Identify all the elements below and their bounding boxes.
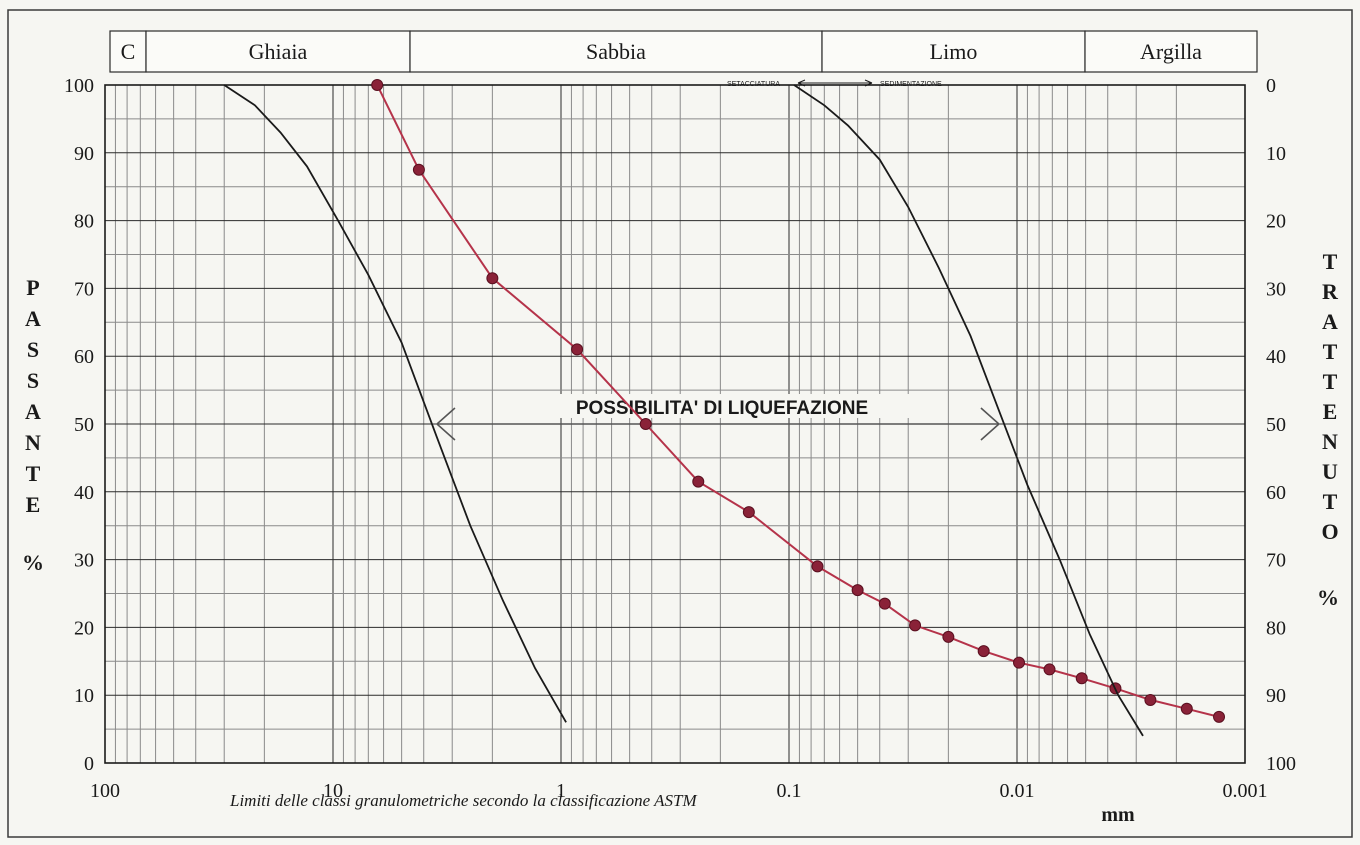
data-point (412, 163, 425, 176)
x-tick-label: 0.001 (1223, 780, 1268, 802)
header-class-label: Ghiaia (249, 39, 308, 64)
y-tick-label: 30 (74, 550, 94, 572)
y-tick-label: 90 (74, 143, 94, 165)
liquefaction-limit-curve (223, 84, 567, 723)
header-class-box (1084, 30, 1258, 73)
data-point (1144, 693, 1157, 706)
y-tick-label: 0 (84, 753, 94, 775)
zone-arrow-left-head (435, 407, 456, 441)
y2-tick-label: 70 (1266, 550, 1286, 572)
data-point (942, 630, 955, 643)
right-axis-letter: N (1322, 429, 1338, 454)
right-axis-letter: T (1323, 489, 1338, 514)
sieve-arrow-heads (797, 79, 873, 87)
right-axis-letter: E (1323, 399, 1338, 424)
right-axis-letter: A (1322, 309, 1338, 334)
data-point (1180, 702, 1193, 715)
x-tick-label: 1 (556, 780, 566, 802)
right-axis-letter: T (1323, 249, 1338, 274)
data-point (571, 343, 584, 356)
y-tick-label: 20 (74, 617, 94, 639)
x-tick-label: 0.01 (1000, 780, 1035, 802)
y2-tick-label: 50 (1266, 414, 1286, 436)
x-tick-label: 100 (90, 780, 120, 802)
caption: Limiti delle classi granulometriche seco… (229, 791, 698, 810)
data-point (1075, 672, 1088, 685)
y-tick-label: 100 (64, 75, 94, 97)
data-point (811, 560, 824, 573)
y2-tick-label: 30 (1266, 278, 1286, 300)
y-tick-label: 50 (74, 414, 94, 436)
y-tick-label: 60 (74, 346, 94, 368)
data-point (1213, 710, 1226, 723)
right-axis-letter: O (1321, 519, 1338, 544)
y-tick-label: 80 (74, 211, 94, 233)
y2-tick-label: 40 (1266, 346, 1286, 368)
right-axis-letter: T (1323, 369, 1338, 394)
header-class-box (145, 30, 411, 73)
y2-tick-label: 0 (1266, 75, 1276, 97)
right-axis-letter: U (1322, 459, 1338, 484)
liquefaction-limit-curve (793, 84, 1144, 737)
left-axis-letter: S (27, 368, 39, 393)
header-class-box (109, 30, 147, 73)
zone-arrow-right-head (980, 407, 1001, 441)
y2-tick-label: 20 (1266, 211, 1286, 233)
y2-tick-label: 10 (1266, 143, 1286, 165)
left-axis-letter: A (25, 306, 41, 331)
sieve-label: SETACCIATURA (727, 81, 780, 88)
x-unit-label: mm (1101, 804, 1135, 826)
y2-tick-label: 80 (1266, 617, 1286, 639)
plot-frame (104, 84, 1246, 764)
page-border (7, 9, 1353, 838)
header-class-label: C (121, 39, 136, 64)
data-point (1013, 656, 1026, 669)
left-axis-letter: P (26, 275, 39, 300)
y-tick-label: 40 (74, 482, 94, 504)
x-tick-label: 10 (323, 780, 343, 802)
left-axis-letter: N (25, 430, 41, 455)
right-axis-letter: R (1322, 279, 1339, 304)
right-axis-unit: % (1317, 585, 1339, 610)
data-point (909, 619, 922, 632)
data-point (692, 475, 705, 488)
data-point (977, 645, 990, 658)
y2-tick-label: 100 (1266, 753, 1296, 775)
header-class-label: Argilla (1140, 39, 1202, 64)
header-class-label: Limo (930, 39, 978, 64)
header-class-box (821, 30, 1086, 73)
data-point (371, 79, 384, 91)
sedimentation-label: SEDIMENTAZIONE (880, 81, 942, 88)
left-axis-letter: T (26, 461, 41, 486)
data-point (851, 584, 864, 597)
y2-tick-label: 90 (1266, 685, 1286, 707)
y-tick-label: 10 (74, 685, 94, 707)
y2-tick-label: 60 (1266, 482, 1286, 504)
data-point (1043, 663, 1056, 676)
zone-label: POSSIBILITA' DI LIQUEFAZIONE (576, 398, 868, 419)
left-axis-letter: A (25, 399, 41, 424)
left-axis-letter: S (27, 337, 39, 362)
header-class-label: Sabbia (586, 39, 646, 64)
data-point (878, 597, 891, 610)
data-point (742, 506, 755, 519)
left-axis-unit: % (22, 550, 44, 575)
zone-label-bg (520, 394, 925, 418)
data-point (639, 418, 652, 430)
right-axis-letter: T (1323, 339, 1338, 364)
left-axis-letter: E (26, 492, 41, 517)
y-tick-label: 70 (74, 278, 94, 300)
data-point (486, 272, 499, 285)
x-tick-label: 0.1 (777, 780, 802, 802)
